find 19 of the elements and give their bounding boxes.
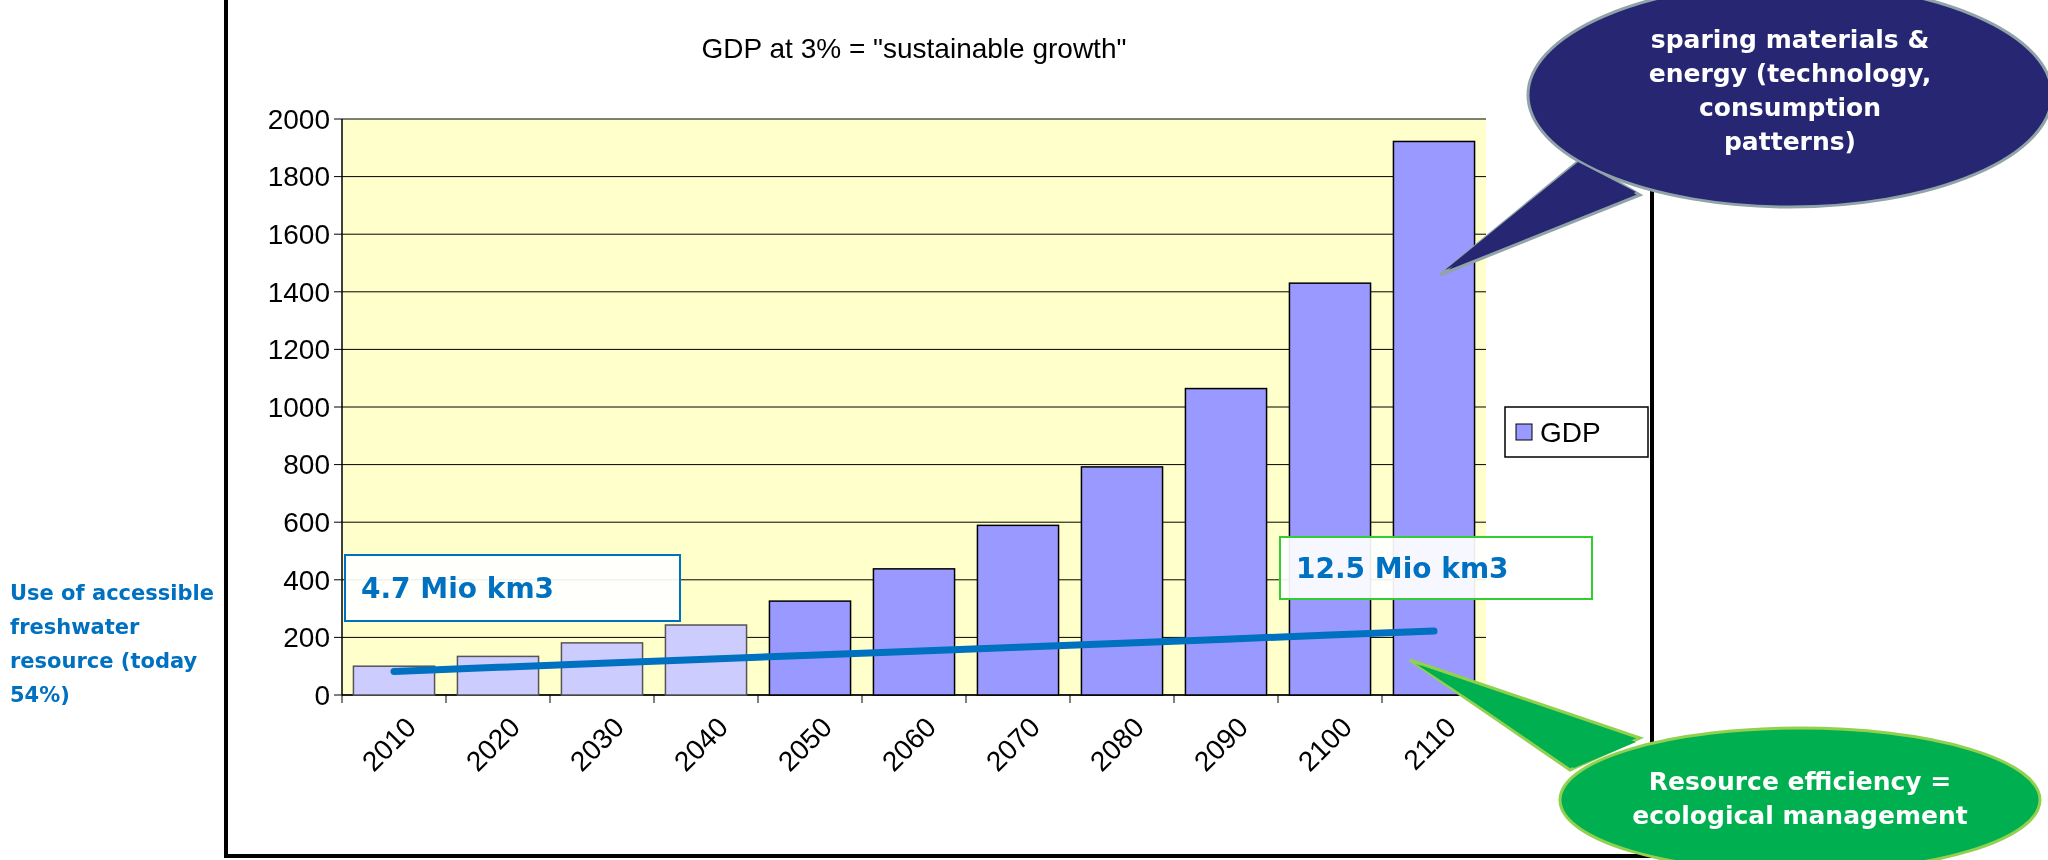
y-tick-label: 400: [283, 564, 330, 596]
legend-label: GDP: [1540, 416, 1601, 448]
y-tick-label: 200: [283, 622, 330, 654]
text: Use of accessible freshwater resource (today 54%): [10, 581, 214, 707]
y-tick-label: 2000: [267, 103, 330, 135]
y-tick-label: 1800: [267, 161, 330, 193]
y-tick-label: 1600: [267, 219, 330, 250]
y-tick-label: 1400: [267, 276, 330, 308]
text: sparing materials & energy (technology, consumption patterns): [1648, 25, 1932, 156]
y-tick-label: 0: [314, 679, 330, 711]
y-tick-label: 600: [283, 507, 330, 538]
y-tick-label: 800: [283, 449, 330, 481]
annotation: 12.5 Mio km3: [1296, 551, 1509, 585]
annotation: 4.7 Mio km3: [361, 571, 555, 605]
bar: [664, 624, 748, 696]
y-tick-label: 1200: [267, 334, 330, 366]
chart-title: GDP at 3% = "sustainable growth": [701, 33, 1127, 64]
text: Resource efficiency = ecological management: [1632, 767, 1968, 830]
y-tick-label: 1000: [267, 391, 330, 423]
